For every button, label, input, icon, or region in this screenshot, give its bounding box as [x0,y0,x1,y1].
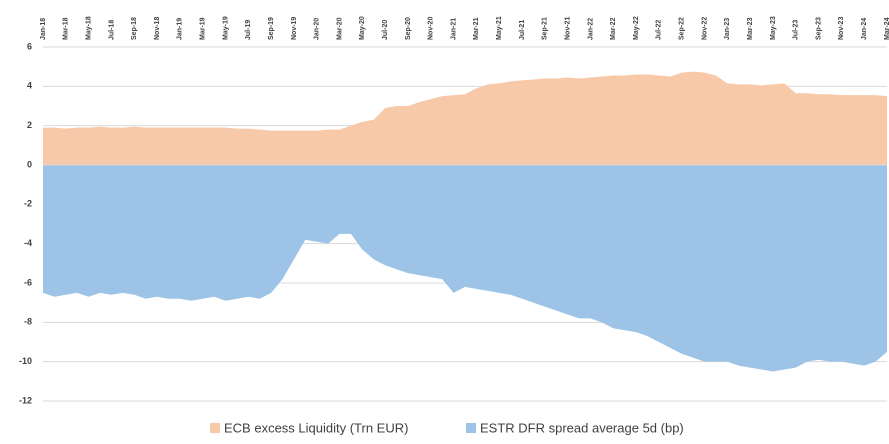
legend-swatch [466,423,476,433]
x-tick-label: Jul-19 [245,20,252,40]
y-tick-label: 6 [27,41,32,51]
x-tick-label: May-20 [359,16,366,40]
x-tick-label: Nov-18 [154,17,161,40]
y-tick-label: 0 [27,159,32,169]
legend-label: ESTR DFR spread average 5d (bp) [480,420,684,435]
y-tick-label: -6 [24,277,32,287]
area [43,165,887,372]
x-tick-label: Nov-21 [564,17,571,40]
x-tick-label: Jan-19 [177,18,184,40]
x-tick-label: Jan-22 [587,18,594,40]
x-tick-label: Mar-19 [200,17,207,40]
x-tick-label: Jan-18 [40,18,47,40]
x-tick-label: Jan-20 [314,18,321,40]
x-tick-label: Jul-22 [656,20,663,40]
y-tick-label: -10 [19,356,32,366]
x-tick-label: May-19 [222,16,229,40]
x-tick-label: Sep-22 [679,17,686,40]
y-tick-label: 4 [27,81,32,91]
x-tick-label: Nov-23 [838,17,845,40]
x-tick-label: May-18 [85,16,92,40]
x-tick-label: Jul-23 [793,20,800,40]
x-tick-label: Jan-24 [861,18,868,40]
y-tick-label: -2 [24,199,32,209]
y-tick-label: -4 [24,238,32,248]
x-tick-label: May-22 [633,16,640,40]
x-tick-label: Mar-23 [747,17,754,40]
x-tick-label: May-21 [496,16,503,40]
legend-swatch [210,423,220,433]
x-tick-label: Mar-21 [473,17,480,40]
x-tick-label: Jul-20 [382,20,389,40]
x-tick-label: Sep-21 [542,17,549,40]
x-tick-label: Sep-20 [405,17,412,40]
x-tick-label: Mar-24 [884,17,889,40]
x-tick-label: Jul-18 [108,20,115,40]
x-tick-label: Nov-19 [291,17,298,40]
x-tick-label: Sep-23 [815,17,822,40]
x-tick-label: Jul-21 [519,20,526,40]
x-tick-label: Nov-22 [701,17,708,40]
x-tick-label: Mar-22 [610,17,617,40]
y-tick-label: 2 [27,120,32,130]
x-tick-label: Mar-20 [336,17,343,40]
x-tick-label: May-23 [770,16,777,40]
x-tick-label: Nov-20 [428,17,435,40]
x-tick-label: Sep-18 [131,17,138,40]
y-tick-label: -8 [24,317,32,327]
legend-label: ECB excess Liquidity (Trn EUR) [224,420,408,435]
x-tick-label: Mar-18 [63,17,70,40]
area [43,71,887,165]
x-tick-label: Jan-23 [724,18,731,40]
x-tick-label: Sep-19 [268,17,275,40]
y-tick-label: -12 [19,395,32,405]
x-tick-label: Jan-21 [450,18,457,40]
